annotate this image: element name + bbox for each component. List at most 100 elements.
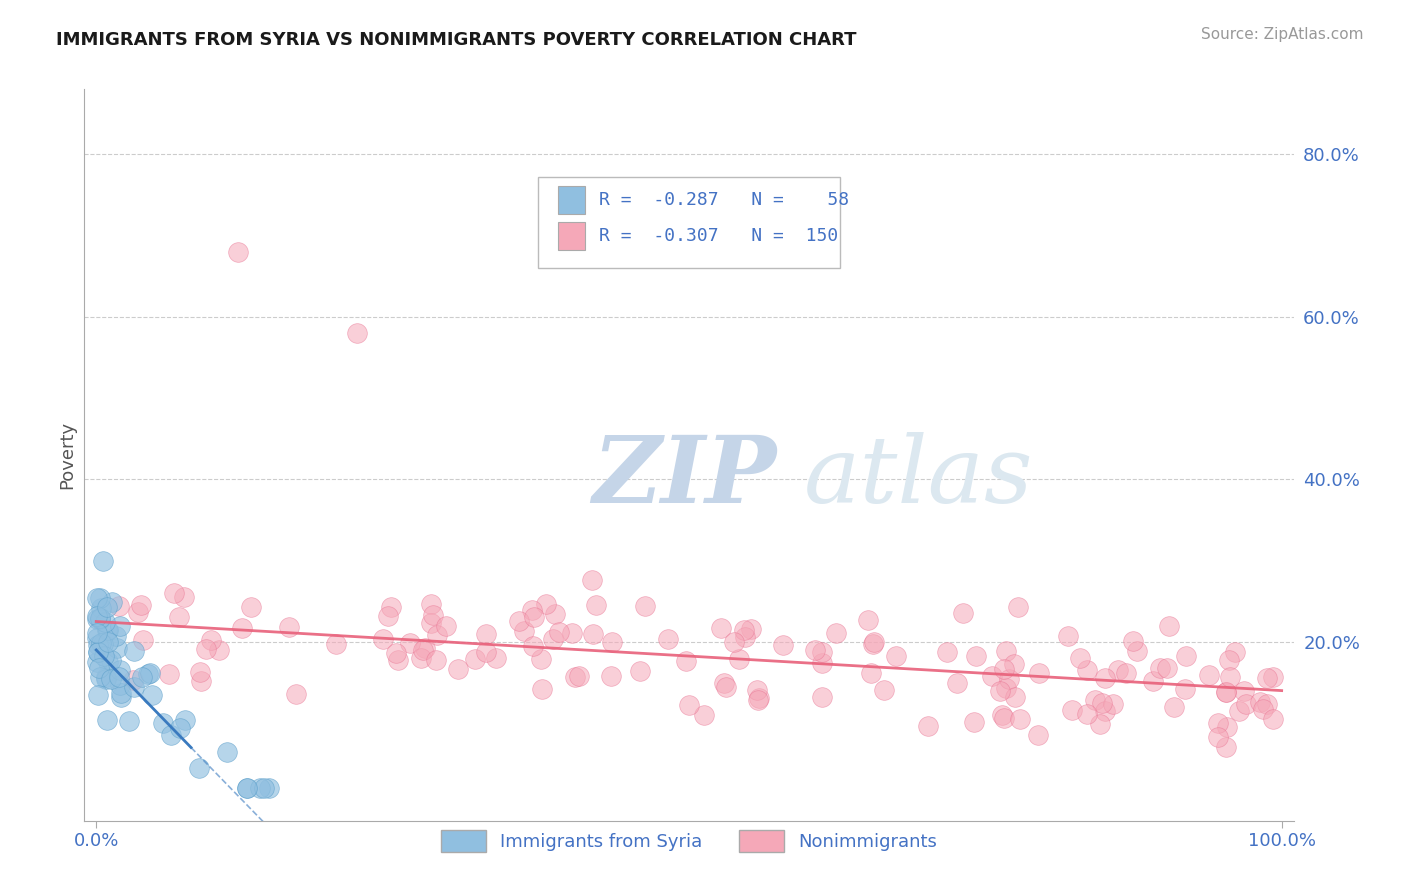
Point <box>1084 693 1107 707</box>
Point <box>96 623 118 637</box>
Point <box>86 626 108 640</box>
Point <box>520 603 543 617</box>
Point <box>90 636 112 650</box>
Point <box>110 690 132 705</box>
Point <box>512 624 534 638</box>
Point <box>188 761 211 775</box>
Point <box>1107 664 1129 678</box>
Point <box>1076 663 1098 677</box>
Point <box>1163 700 1185 714</box>
Point <box>157 666 180 681</box>
Point <box>1253 702 1275 716</box>
Point <box>733 623 755 637</box>
Text: ZIP: ZIP <box>592 432 776 522</box>
Text: IMMIGRANTS FROM SYRIA VS NONIMMIGRANTS POVERTY CORRELATION CHART: IMMIGRANTS FROM SYRIA VS NONIMMIGRANTS P… <box>56 31 856 49</box>
Point <box>508 614 530 628</box>
FancyBboxPatch shape <box>538 177 841 268</box>
Point <box>981 669 1004 683</box>
Point <box>1002 657 1025 671</box>
Point <box>734 630 756 644</box>
Point <box>96 714 118 728</box>
Point <box>936 645 959 659</box>
Point <box>772 638 794 652</box>
Point <box>530 652 553 666</box>
Point <box>963 715 986 730</box>
Point <box>253 781 276 796</box>
Point <box>190 674 212 689</box>
Text: Source: ZipAtlas.com: Source: ZipAtlas.com <box>1201 27 1364 42</box>
Point <box>434 619 457 633</box>
Point <box>464 652 486 666</box>
Point <box>385 646 408 660</box>
Point <box>200 633 222 648</box>
Point <box>257 781 280 796</box>
Point <box>1088 716 1111 731</box>
Point <box>108 663 131 677</box>
Point <box>87 688 110 702</box>
Point <box>1261 712 1284 726</box>
Point <box>1206 715 1229 730</box>
Point <box>240 599 263 614</box>
Point <box>412 643 434 657</box>
Point <box>131 670 153 684</box>
Point <box>1233 683 1256 698</box>
Point <box>89 670 111 684</box>
Point <box>86 631 108 645</box>
Point <box>1261 670 1284 684</box>
Point <box>693 708 716 723</box>
Point <box>167 610 190 624</box>
Point <box>862 637 884 651</box>
Point <box>235 781 257 796</box>
Point <box>1007 599 1029 614</box>
Point <box>1227 704 1250 718</box>
Point <box>1225 645 1247 659</box>
Point <box>159 728 181 742</box>
Point <box>1216 720 1239 734</box>
Point <box>534 597 557 611</box>
Point <box>131 633 153 648</box>
Point <box>86 645 108 659</box>
Point <box>413 641 436 656</box>
Point <box>1101 698 1123 712</box>
Point <box>952 606 974 620</box>
Point <box>1122 634 1144 648</box>
Point <box>873 683 896 698</box>
Point <box>86 645 108 659</box>
Point <box>228 244 250 259</box>
Point <box>96 599 118 614</box>
Point <box>1094 671 1116 685</box>
Point <box>1076 707 1098 722</box>
Point <box>1175 648 1198 663</box>
Point <box>215 745 238 759</box>
Point <box>97 655 120 669</box>
Point <box>988 684 1011 698</box>
Point <box>993 711 1015 725</box>
Point <box>163 586 186 600</box>
Point <box>995 644 1018 658</box>
Point <box>173 591 195 605</box>
Point <box>723 635 745 649</box>
Point <box>108 670 131 684</box>
Point <box>152 715 174 730</box>
Point <box>195 641 218 656</box>
Point <box>426 627 449 641</box>
Point <box>1142 674 1164 689</box>
Y-axis label: Poverty: Poverty <box>58 421 76 489</box>
Point <box>86 608 108 623</box>
Point <box>585 598 607 612</box>
Point <box>139 665 162 680</box>
Point <box>1115 665 1137 680</box>
Point <box>740 622 762 636</box>
Point <box>1157 619 1180 633</box>
Point <box>86 638 108 652</box>
Point <box>346 326 368 340</box>
Point <box>122 643 145 657</box>
Point <box>94 672 117 686</box>
Point <box>995 681 1018 695</box>
Point <box>675 654 697 668</box>
Point <box>86 591 108 605</box>
Point <box>522 639 544 653</box>
Point <box>1198 668 1220 682</box>
Point <box>399 636 422 650</box>
Text: R =  -0.307   N =  150: R = -0.307 N = 150 <box>599 227 839 245</box>
